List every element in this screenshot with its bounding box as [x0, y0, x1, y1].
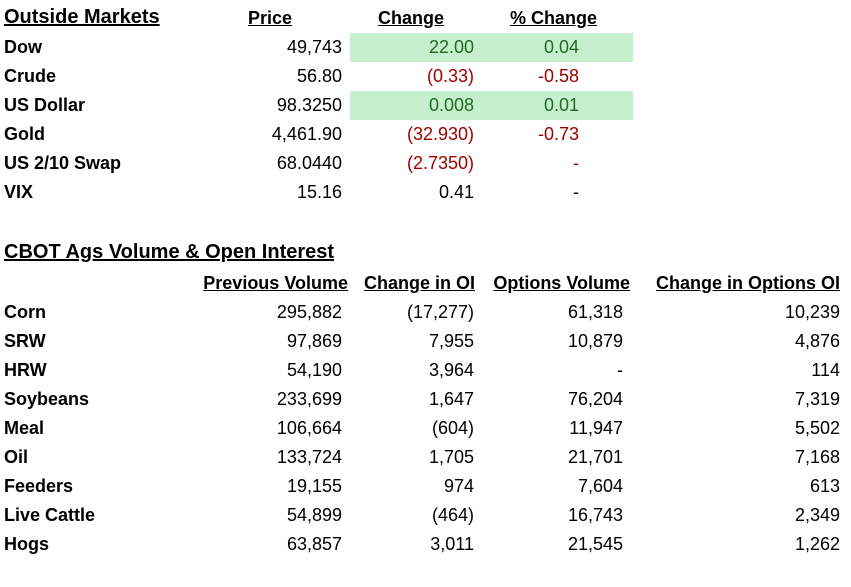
- market-pct-change: -0.73: [537, 124, 579, 144]
- previous-volume-value: 233,699: [276, 389, 342, 409]
- market-label: VIX: [4, 182, 34, 202]
- market-price: 68.0440: [276, 153, 342, 173]
- options-volume-value: 7,604: [577, 476, 623, 496]
- change-in-options-oi-value: 2,349: [794, 505, 840, 525]
- change-in-oi-value: (17,277): [406, 302, 474, 322]
- change-in-options-oi-value: 613: [809, 476, 840, 496]
- change-in-oi-value: 3,011: [430, 534, 474, 554]
- options-volume-value: 11,947: [569, 418, 623, 438]
- commodity-label: Meal: [4, 418, 45, 438]
- market-price: 4,461.90: [271, 124, 342, 144]
- previous-volume-value: 106,664: [276, 418, 342, 438]
- market-label: Gold: [4, 124, 45, 144]
- market-pct-change: 0.04: [543, 37, 579, 57]
- market-label: US Dollar: [4, 95, 86, 115]
- market-pct-change: -: [573, 153, 579, 173]
- previous-volume-value: 97,869: [286, 331, 342, 351]
- change-in-options-oi-header: Change in Options OI: [656, 273, 840, 293]
- positive-change-highlight: [350, 33, 633, 62]
- commodity-label: Live Cattle: [4, 505, 96, 525]
- market-change: (0.33): [426, 66, 474, 86]
- market-pct-change: -: [573, 182, 579, 202]
- options-volume-value: 61,318: [567, 302, 623, 322]
- options-volume-value: 76,204: [567, 389, 623, 409]
- change-in-oi-value: 974: [443, 476, 474, 496]
- previous-volume-header: Previous Volume: [203, 273, 348, 293]
- change-in-options-oi-value: 5,502: [794, 418, 840, 438]
- market-change: 0.008: [428, 95, 474, 115]
- change-in-oi-header: Change in OI: [363, 273, 475, 293]
- previous-volume-value: 63,857: [286, 534, 342, 554]
- options-volume-value: 21,701: [567, 447, 623, 467]
- positive-change-highlight: [350, 91, 633, 120]
- market-price: 49,743: [286, 37, 342, 57]
- market-price: 56.80: [296, 66, 342, 86]
- previous-volume-value: 54,899: [286, 505, 342, 525]
- commodity-label: SRW: [4, 331, 46, 351]
- previous-volume-value: 133,724: [276, 447, 342, 467]
- change-in-oi-value: 1,705: [428, 447, 474, 467]
- cbot-title: CBOT Ags Volume & Open Interest: [4, 241, 335, 263]
- commodity-label: Corn: [4, 302, 46, 322]
- change-in-options-oi-value: 7,319: [794, 389, 840, 409]
- change-header: Change: [378, 8, 445, 28]
- market-change: (32.930): [406, 124, 474, 144]
- commodity-label: HRW: [4, 360, 47, 380]
- market-pct-change: -0.58: [537, 66, 579, 86]
- market-label: US 2/10 Swap: [4, 153, 122, 173]
- market-change: 0.41: [438, 182, 474, 202]
- change-in-options-oi-value: 1,262: [794, 534, 840, 554]
- options-volume-value: -: [617, 360, 623, 380]
- change-in-oi-value: (604): [431, 418, 474, 438]
- options-volume-value: 16,743: [567, 505, 623, 525]
- commodity-label: Oil: [4, 447, 29, 467]
- commodity-label: Feeders: [4, 476, 74, 496]
- market-price: 98.3250: [276, 95, 342, 115]
- change-in-options-oi-value: 4,876: [794, 331, 840, 351]
- previous-volume-value: 54,190: [286, 360, 342, 380]
- change-in-oi-value: 3,964: [428, 360, 474, 380]
- options-volume-value: 10,879: [567, 331, 623, 351]
- change-in-options-oi-value: 7,168: [794, 447, 840, 467]
- market-pct-change: 0.01: [543, 95, 579, 115]
- commodity-label: Soybeans: [4, 389, 90, 409]
- commodity-label: Hogs: [4, 534, 49, 554]
- change-in-oi-value: (464): [431, 505, 474, 525]
- options-volume-header: Options Volume: [493, 273, 630, 293]
- options-volume-value: 21,545: [567, 534, 623, 554]
- market-change: (2.7350): [406, 153, 474, 173]
- change-in-oi-value: 1,647: [428, 389, 474, 409]
- previous-volume-value: 295,882: [276, 302, 342, 322]
- change-in-options-oi-value: 114: [811, 360, 840, 380]
- outside-markets-title: Outside Markets: [4, 6, 160, 28]
- price-header: Price: [248, 8, 293, 28]
- market-change: 22.00: [428, 37, 474, 57]
- pct-change-header: % Change: [510, 8, 598, 28]
- change-in-oi-value: 7,955: [428, 331, 474, 351]
- market-label: Crude: [4, 66, 57, 86]
- market-price: 15.16: [296, 182, 342, 202]
- change-in-options-oi-value: 10,239: [784, 302, 840, 322]
- market-label: Dow: [4, 37, 42, 57]
- previous-volume-value: 19,155: [286, 476, 342, 496]
